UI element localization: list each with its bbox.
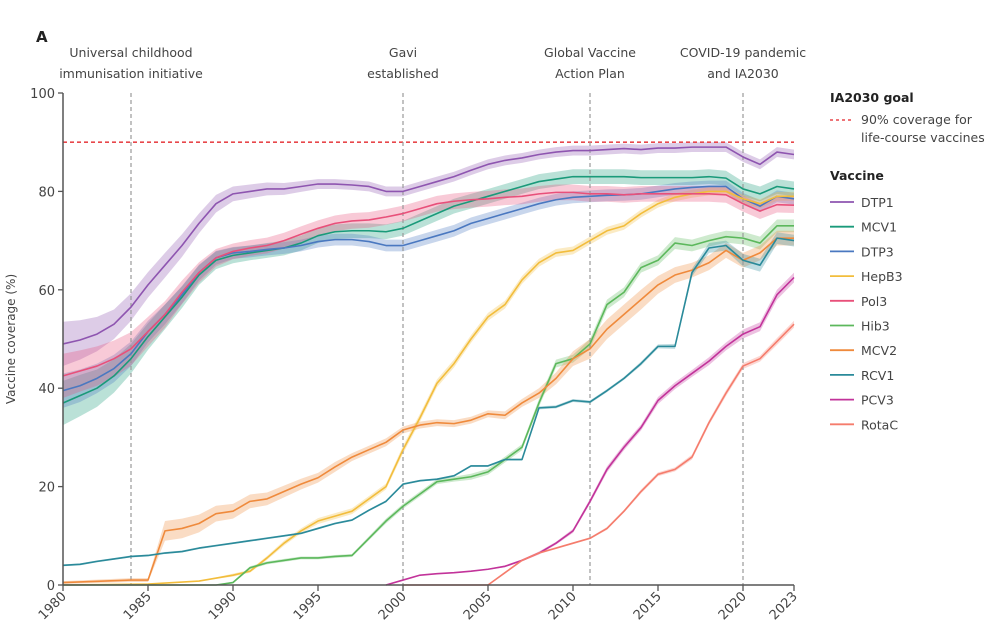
event-label-2000: Gavi <box>389 45 417 60</box>
event-label-1984: immunisation initiative <box>59 66 203 81</box>
event-label-2011: Action Plan <box>555 66 625 81</box>
event-label-2020: COVID-19 pandemic <box>680 45 806 60</box>
legend-goal-title: IA2030 goal <box>830 90 914 105</box>
x-tick-label-2015: 2015 <box>631 589 665 623</box>
y-tick-label-60: 60 <box>38 284 55 299</box>
line-rcv1 <box>62 237 795 567</box>
band-rotac <box>403 320 794 585</box>
x-tick-label-1985: 1985 <box>121 589 155 623</box>
y-tick-label-40: 40 <box>38 382 55 397</box>
x-tick-label-1980: 1980 <box>36 589 70 623</box>
x-tick-label-2020: 2020 <box>716 589 750 623</box>
legend-label-rcv1: RCV1 <box>861 368 894 383</box>
event-label-2020: and IA2030 <box>707 66 779 81</box>
x-tick-label-2000: 2000 <box>376 589 410 623</box>
y-tick-label-20: 20 <box>38 481 55 496</box>
series-lines <box>62 146 795 586</box>
legend-vaccine-title: Vaccine <box>830 168 884 183</box>
legend-label-mcv2: MCV2 <box>861 343 897 358</box>
legend-goal-label: 90% coverage for <box>861 112 973 127</box>
confidence-bands <box>63 142 794 586</box>
line-mcv1 <box>62 175 795 404</box>
legend-label-rotac: RotaC <box>861 417 898 432</box>
panel-label: A <box>36 28 48 46</box>
x-tick-label-1990: 1990 <box>206 589 240 623</box>
legend-goal-label: life-course vaccines <box>861 130 984 145</box>
line-pol3 <box>62 191 795 377</box>
event-label-2011: Global Vaccine <box>544 45 636 60</box>
line-dtp1 <box>62 146 795 345</box>
legend-label-mcv1: MCV1 <box>861 220 897 235</box>
line-rotac <box>403 323 795 586</box>
y-tick-label-80: 80 <box>38 185 55 200</box>
legend-label-dtp1: DTP1 <box>861 195 894 210</box>
band-mcv1 <box>63 169 794 426</box>
x-tick-label-2005: 2005 <box>461 589 495 623</box>
legend-label-dtp3: DTP3 <box>861 244 894 259</box>
band-dtp1 <box>63 142 794 367</box>
legend-label-pcv3: PCV3 <box>861 393 894 408</box>
x-tick-label-2010: 2010 <box>546 589 580 623</box>
legend-label-hepb3: HepB3 <box>861 269 903 284</box>
line-dtp3 <box>62 185 795 392</box>
event-markers: Universal childhood immunisation initiati… <box>59 45 806 585</box>
legend-label-hib3: Hib3 <box>861 319 890 334</box>
legend: IA2030 goal 90% coverage for life-course v… <box>830 90 984 432</box>
band-mcv2 <box>63 230 794 585</box>
line-pcv3 <box>385 276 795 586</box>
y-axis-title: Vaccine coverage (%) <box>4 274 18 404</box>
line-mcv2 <box>62 237 794 584</box>
event-label-2000: established <box>367 66 439 81</box>
y-tick-label-100: 100 <box>30 87 55 102</box>
line-hib3 <box>63 225 794 586</box>
event-label-1984: Universal childhood <box>69 45 192 60</box>
x-tick-label-2023: 2023 <box>767 589 801 623</box>
y-tick-label-0: 0 <box>47 579 55 594</box>
legend-label-pol3: Pol3 <box>861 294 887 309</box>
x-tick-label-1995: 1995 <box>291 589 325 623</box>
